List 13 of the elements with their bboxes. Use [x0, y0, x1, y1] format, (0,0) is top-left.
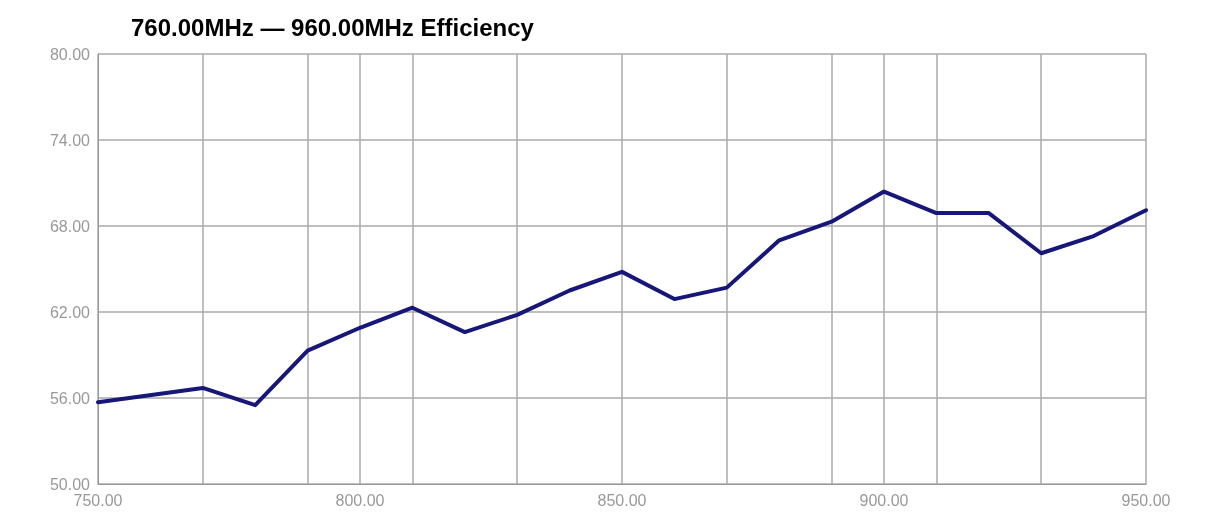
y-tick-label: 50.00 — [49, 475, 91, 493]
x-tick-label: 750.00 — [73, 491, 123, 509]
x-tick-label: 900.00 — [859, 491, 909, 509]
x-tick-label: 850.00 — [597, 491, 647, 509]
y-tick-label: 68.00 — [49, 217, 91, 235]
y-tick-label: 80.00 — [49, 45, 91, 63]
y-tick-label: 74.00 — [49, 131, 91, 149]
x-tick-label: 950.00 — [1121, 491, 1171, 509]
chart-title: 760.00MHz — 960.00MHz Efficiency — [131, 13, 535, 41]
y-tick-label: 62.00 — [49, 303, 91, 321]
x-tick-label: 800.00 — [335, 491, 385, 509]
line-series — [96, 189, 1148, 408]
y-tick-label: 56.00 — [49, 389, 91, 407]
